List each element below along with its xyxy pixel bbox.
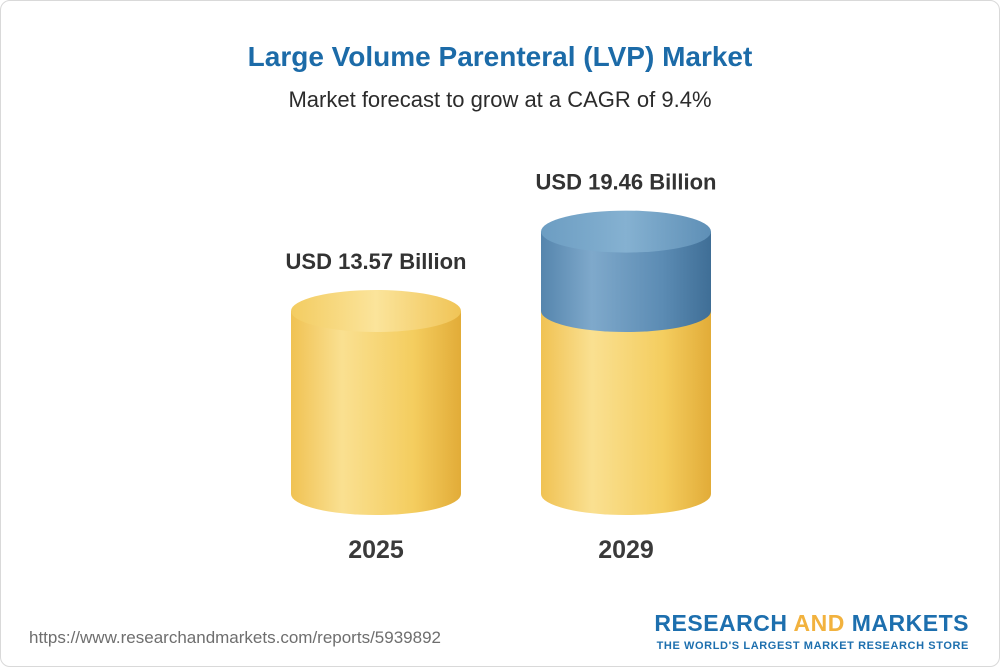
bar-2025-cylinder-body: [291, 311, 461, 515]
page-title: Large Volume Parenteral (LVP) Market: [247, 41, 753, 72]
bar-2029-growth-segment: [541, 231, 711, 332]
bar-2025-cylinder-top: [291, 290, 461, 332]
bar-2029-base-segment: [541, 311, 711, 515]
logo-word-and: AND: [793, 610, 845, 636]
page-subtitle: Market forecast to grow at a CAGR of 9.4…: [288, 87, 712, 112]
footer: https://www.researchandmarkets.com/repor…: [1, 604, 999, 666]
logo-tagline: THE WORLD'S LARGEST MARKET RESEARCH STOR…: [656, 640, 969, 652]
report-url-link[interactable]: https://www.researchandmarkets.com/repor…: [29, 628, 441, 647]
logo-word-research: RESEARCH: [654, 610, 788, 636]
logo-word-markets: MARKETS: [851, 610, 969, 636]
x-axis-label-2029: 2029: [598, 536, 654, 564]
value-label-2029: USD 19.46 Billion: [536, 170, 717, 195]
bar-2029-cylinder-top: [541, 210, 711, 253]
research-and-markets-logo: RESEARCH AND MARKETS THE WORLD'S LARGEST…: [654, 610, 969, 652]
chart-header: Large Volume Parenteral (LVP) Market Mar…: [1, 1, 999, 113]
value-label-2025: USD 13.57 Billion: [286, 249, 467, 274]
x-axis-label-2025: 2025: [348, 536, 404, 564]
logo-wordmark: RESEARCH AND MARKETS: [654, 610, 969, 637]
